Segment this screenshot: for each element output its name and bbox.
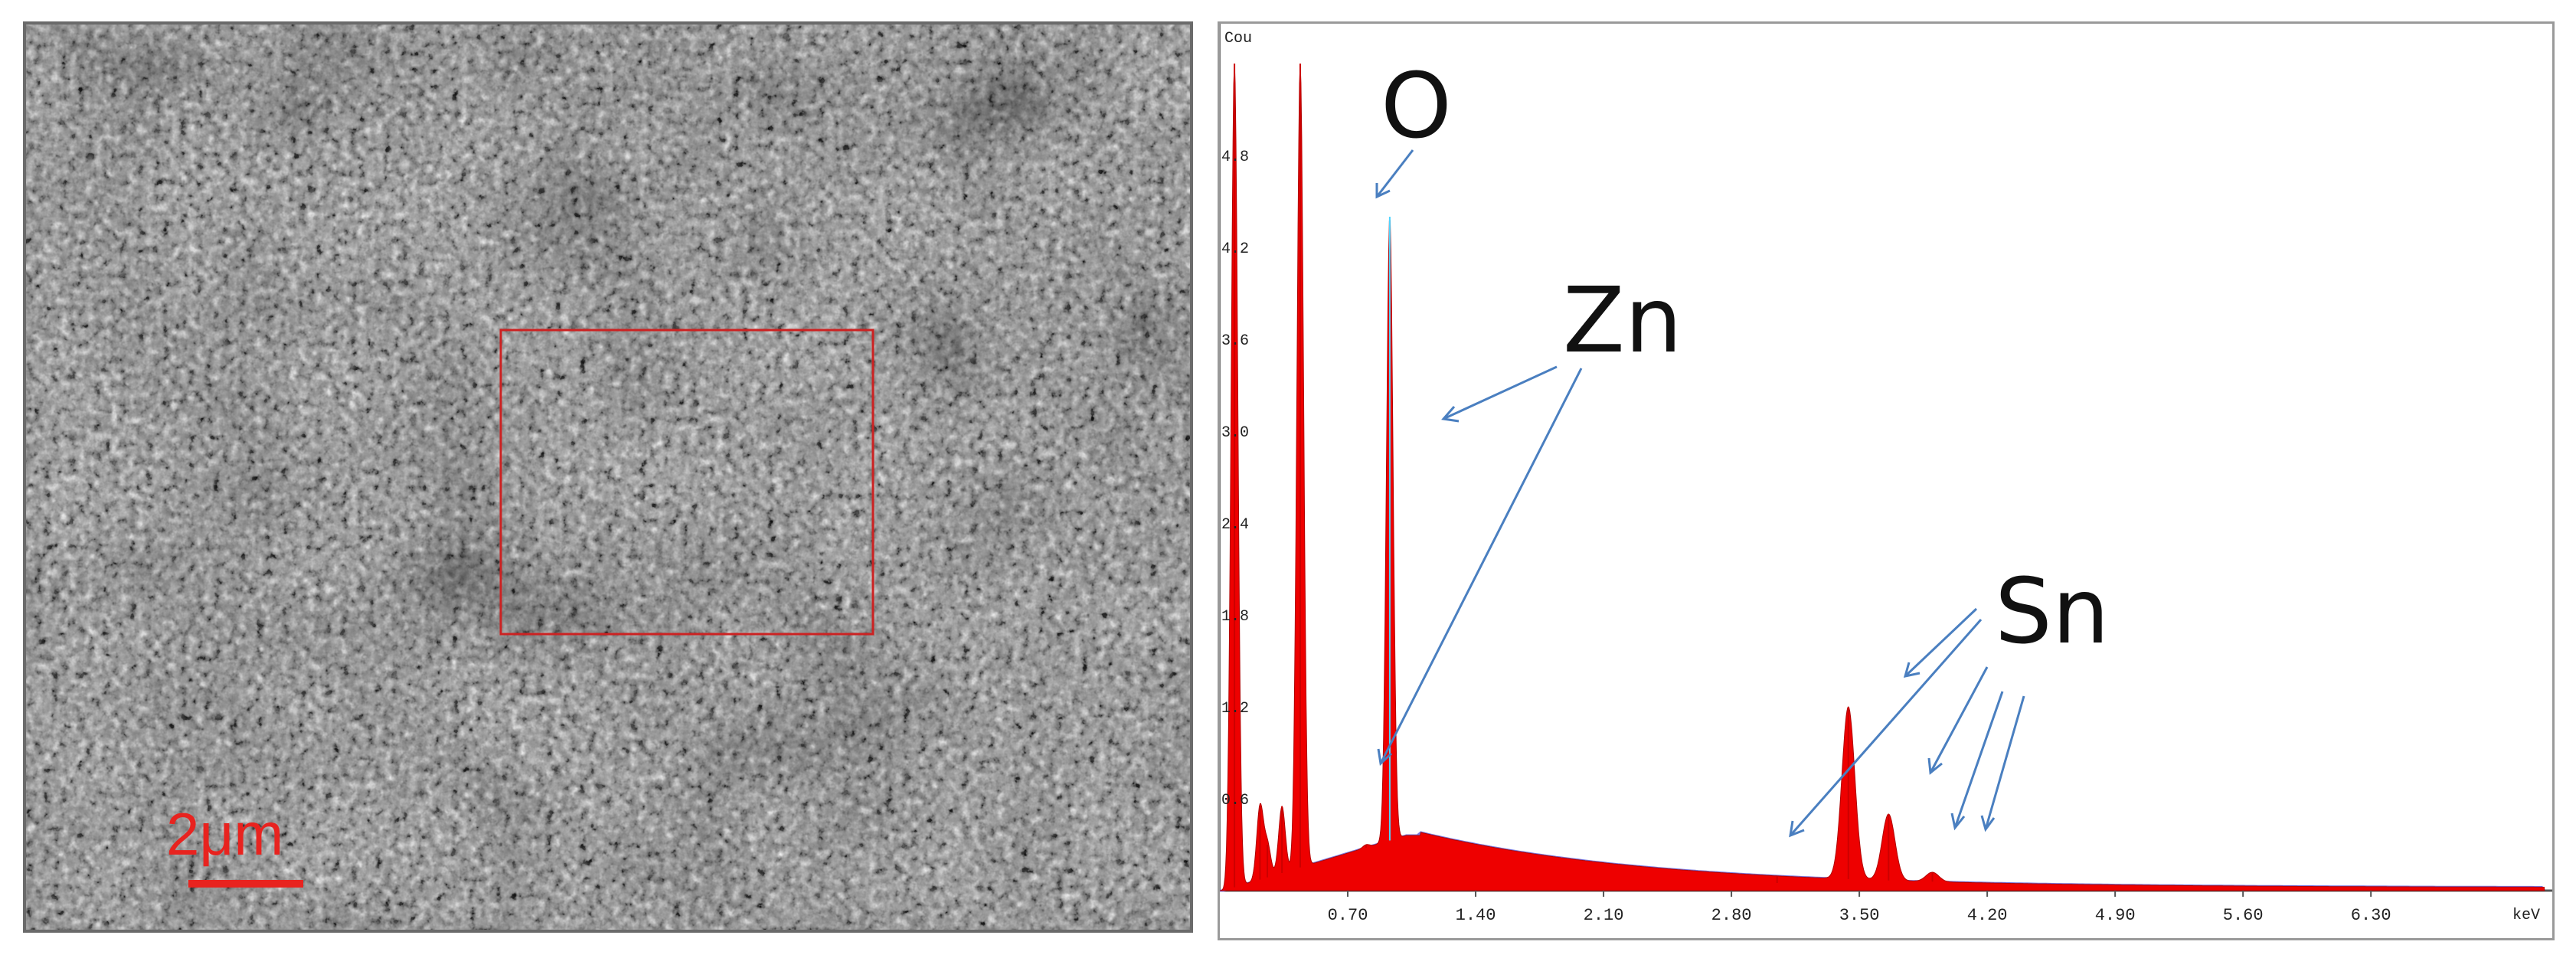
y-tick-label: 4.2 — [1221, 240, 1249, 258]
arrow-Sn-1 — [1904, 607, 1978, 678]
sem-shading — [26, 25, 1190, 930]
roi-rectangle — [499, 329, 874, 636]
arrow-Zn-2 — [1379, 368, 1583, 764]
arrow-Zn-1-head — [1441, 406, 1460, 423]
sem-image: 2μm — [26, 25, 1190, 930]
scale-bar — [188, 880, 303, 888]
x-tick-labels: 0.70 1.40 2.10 2.80 3.50 4.20 4.90 5.60 6.30 — [1328, 891, 2391, 925]
x-tick-label: 2.80 — [1711, 906, 1752, 925]
spectrum-area — [1220, 63, 2545, 891]
scale-bar-label: 2μm — [166, 800, 283, 868]
y-tick-label: 1.8 — [1221, 608, 1249, 626]
arrow-Sn-4-head — [1950, 813, 1966, 831]
y-tick-labels: 0.6 1.2 1.8 2.4 3.0 3.6 4.2 4.8 — [1221, 149, 1249, 809]
eds-spectrum-chart: 0.70 1.40 2.10 2.80 3.50 4.20 4.90 5.60 6.30 0.6… — [1220, 24, 2552, 925]
x-tick-label: 4.90 — [2095, 906, 2136, 925]
arrow-O-1-head — [1375, 183, 1391, 199]
arrow-Sn-5-head — [1980, 815, 1996, 832]
x-tick-label: 4.20 — [1967, 906, 2008, 925]
y-tick-label: 0.6 — [1221, 792, 1249, 809]
peak-marks — [1234, 64, 1976, 888]
x-tick-label: 3.50 — [1839, 906, 1880, 925]
y-tick-label: 4.8 — [1221, 149, 1249, 166]
sem-micrograph: 2μm — [23, 21, 1193, 933]
x-tick-label: 6.30 — [2351, 906, 2391, 925]
arrow-Sn-2-head — [1789, 820, 1805, 838]
arrow-Zn-2-head — [1377, 748, 1393, 767]
x-tick-label: 1.40 — [1456, 906, 1496, 925]
x-tick-label: 2.10 — [1584, 906, 1624, 925]
y-tick-label: 3.6 — [1221, 332, 1249, 350]
y-tick-label: 1.2 — [1221, 700, 1249, 718]
annotation-Zn: Zn — [1563, 267, 1682, 373]
arrow-Sn-3-head — [1927, 757, 1943, 775]
y-tick-label: 3.0 — [1221, 424, 1249, 442]
arrow-Sn-2 — [1789, 619, 1983, 836]
x-axis-label: keV — [2512, 907, 2540, 924]
spectrum-group — [1220, 63, 2545, 891]
y-tick-label: 2.4 — [1221, 516, 1249, 534]
arrow-Sn-1-head — [1903, 662, 1921, 678]
annotation-Sn: Sn — [1995, 558, 2110, 664]
x-tick-label: 5.60 — [2223, 906, 2264, 925]
arrow-Sn-4 — [1953, 691, 2004, 829]
x-tick-label: 0.70 — [1328, 906, 1368, 925]
y-axis-label: Cou — [1224, 30, 1252, 47]
annotation-O: O — [1381, 53, 1452, 159]
arrow-Sn-5 — [1984, 695, 2025, 830]
arrow-Sn-3 — [1929, 666, 1989, 773]
eds-spectrum-panel: 0.70 1.40 2.10 2.80 3.50 4.20 4.90 5.60 6.30 0.6… — [1218, 21, 2555, 940]
arrow-Zn-1 — [1443, 365, 1558, 420]
arrow-O-1 — [1375, 149, 1414, 198]
